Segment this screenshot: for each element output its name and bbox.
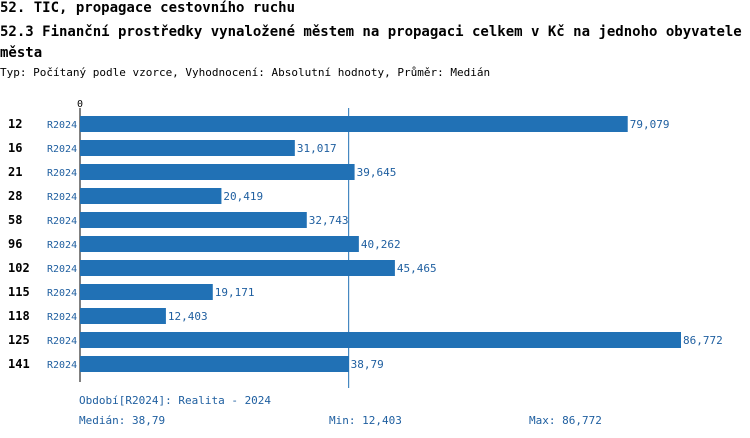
- series-period-label: R2024: [47, 240, 77, 251]
- category-label: 28: [8, 189, 22, 203]
- category-label: 115: [8, 285, 30, 299]
- data-label: 32,743: [309, 214, 349, 227]
- footer-min: Min: 12,403: [329, 414, 402, 427]
- data-label: 79,079: [630, 118, 670, 131]
- category-label: 12: [8, 117, 22, 131]
- data-label: 31,017: [297, 142, 337, 155]
- category-label: 21: [8, 165, 22, 179]
- series-period-label: R2024: [47, 360, 77, 371]
- series-period-label: R2024: [47, 288, 77, 299]
- bar: [80, 284, 213, 300]
- footer-median: Medián: 38,79: [79, 414, 166, 427]
- data-label: 39,645: [357, 166, 397, 179]
- chart-subtitle: Typ: Počítaný podle vzorce, Vyhodnocení:…: [0, 66, 491, 79]
- bar: [80, 260, 395, 276]
- bar: [80, 236, 359, 252]
- data-label: 40,262: [361, 238, 401, 251]
- series-period-label: R2024: [47, 192, 77, 203]
- footer-max: Max: 86,772: [529, 414, 602, 427]
- category-label: 58: [8, 213, 22, 227]
- series-period-label: R2024: [47, 216, 77, 227]
- category-label: 118: [8, 309, 30, 323]
- series-period-label: R2024: [47, 120, 77, 131]
- data-label: 45,465: [397, 262, 437, 275]
- bar: [80, 164, 355, 180]
- bar: [80, 188, 222, 204]
- footer-period: Období[R2024]: Realita - 2024: [79, 394, 272, 407]
- axis-zero-label: 0: [77, 99, 83, 110]
- series-period-label: R2024: [47, 168, 77, 179]
- data-label: 19,171: [215, 286, 255, 299]
- category-label: 102: [8, 261, 30, 275]
- data-label: 86,772: [683, 334, 723, 347]
- bar: [80, 308, 166, 324]
- bar: [80, 116, 628, 132]
- series-period-label: R2024: [47, 144, 77, 155]
- data-label: 38,79: [351, 358, 384, 371]
- data-label: 20,419: [223, 190, 263, 203]
- series-period-label: R2024: [47, 264, 77, 275]
- data-label: 12,403: [168, 310, 208, 323]
- chart-title-line1: 52. TIC, propagace cestovního ruchu: [0, 0, 296, 16]
- category-label: 141: [8, 357, 30, 371]
- chart-title-line2: 52.3 Finanční prostředky vynaložené měst…: [0, 24, 742, 61]
- bar: [80, 356, 349, 372]
- bar: [80, 212, 307, 228]
- bar: [80, 140, 295, 156]
- category-label: 96: [8, 237, 22, 251]
- category-label: 16: [8, 141, 22, 155]
- series-period-label: R2024: [47, 336, 77, 347]
- series-period-label: R2024: [47, 312, 77, 323]
- category-label: 125: [8, 333, 30, 347]
- bar: [80, 332, 681, 348]
